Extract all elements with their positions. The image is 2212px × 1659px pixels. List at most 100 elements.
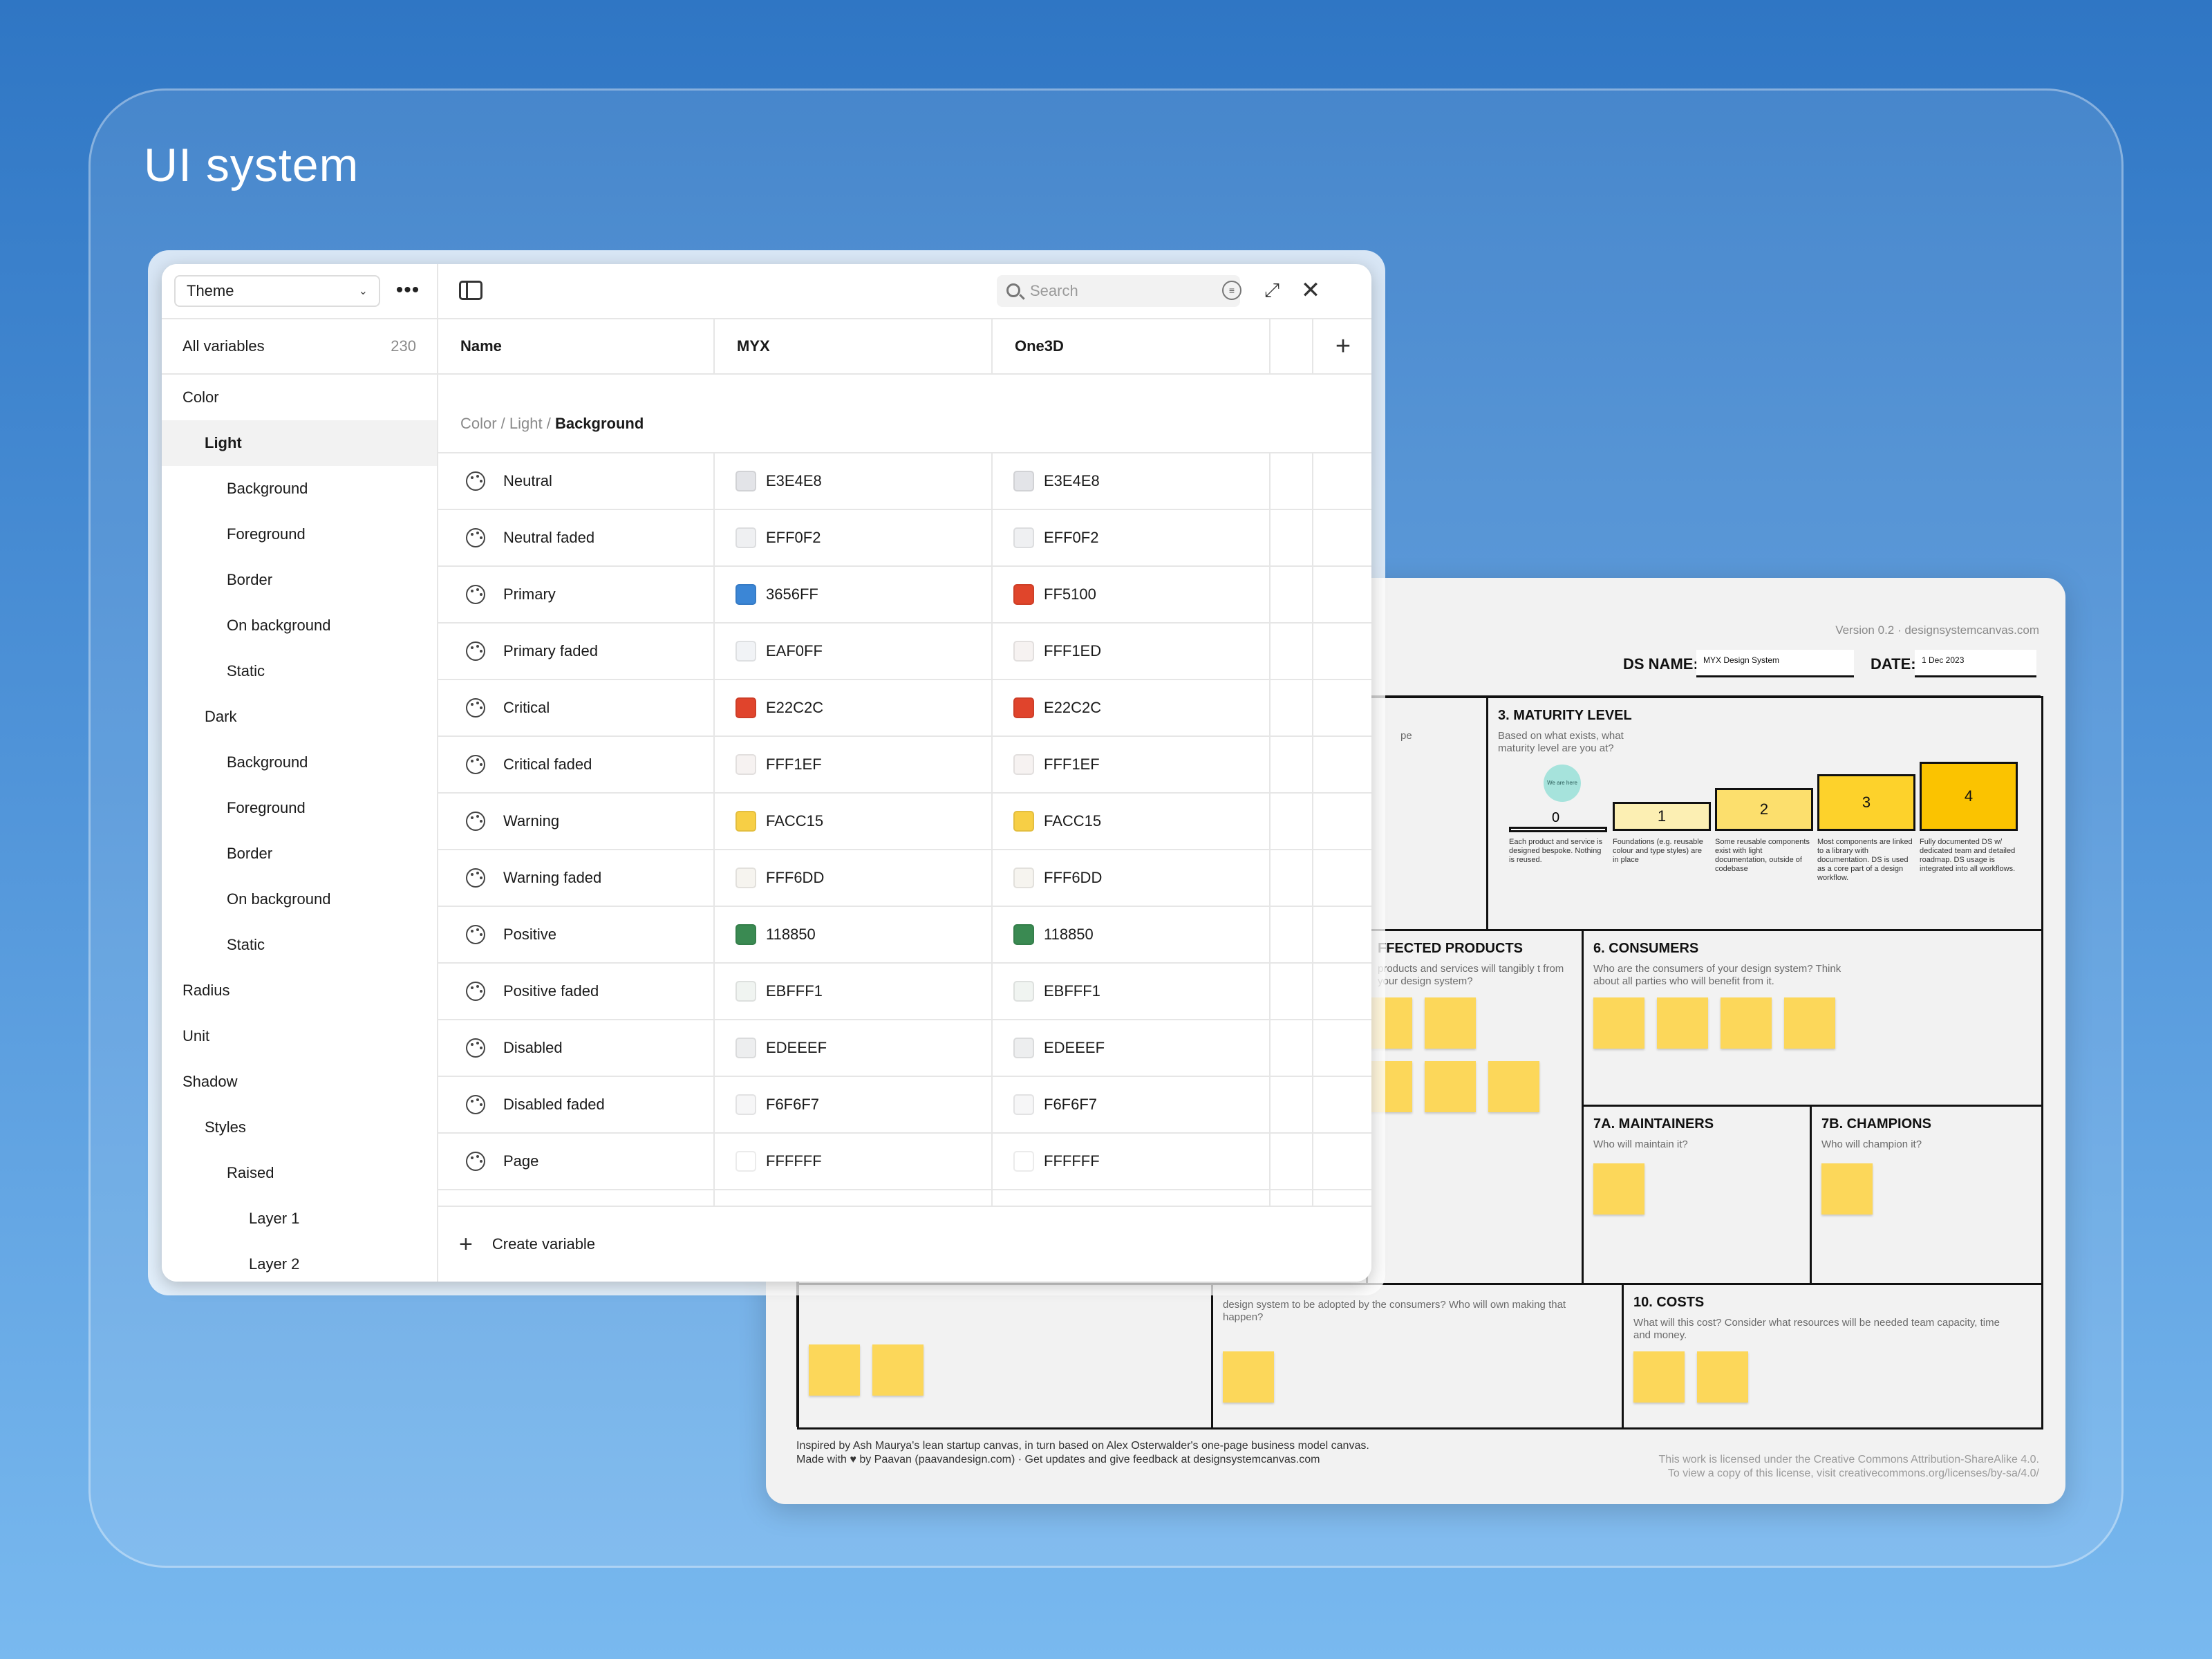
color-swatch[interactable] [1013,471,1034,491]
tree-item[interactable]: Border [162,557,437,603]
variable-row[interactable]: Warning FACC15 FACC15 [438,794,1371,850]
tree-item[interactable]: Unit [162,1013,437,1059]
search-input[interactable]: Search [997,275,1240,307]
color-swatch[interactable] [1013,1151,1034,1172]
color-swatch[interactable] [1013,697,1034,718]
value-cell-mode-1[interactable]: 3656FF [715,567,993,622]
color-swatch[interactable] [735,584,756,605]
create-variable-button[interactable]: + Create variable [438,1206,1371,1282]
value-cell-mode-1[interactable]: EAF0FF [715,624,993,679]
variable-row[interactable]: Disabled EDEEEF EDEEEF [438,1020,1371,1077]
color-swatch[interactable] [1013,868,1034,888]
value-cell-mode-2[interactable]: 118850 [993,907,1271,962]
variable-row[interactable]: Page fadedFAFBFBFAFBFB [438,1190,1371,1206]
tree-item[interactable]: Foreground [162,512,437,557]
tree-item[interactable]: Static [162,648,437,694]
color-swatch[interactable] [735,1151,756,1172]
color-swatch[interactable] [1013,584,1034,605]
column-header-mode-1[interactable]: MYX [715,319,993,373]
variable-row[interactable]: Disabled faded F6F6F7 F6F6F7 [438,1077,1371,1134]
value-cell-mode-1[interactable]: FFFFFF [715,1134,993,1189]
variable-row[interactable]: Critical E22C2C E22C2C [438,680,1371,737]
variable-name-cell[interactable]: Disabled [438,1020,715,1076]
tree-item[interactable]: Color [162,375,437,420]
variable-row[interactable]: Neutral E3E4E8 E3E4E8 [438,453,1371,510]
value-cell-mode-2[interactable]: EFF0F2 [993,510,1271,565]
variable-name-cell[interactable]: Warning [438,794,715,849]
value-cell-mode-2[interactable]: E22C2C [993,680,1271,735]
value-cell-mode-1[interactable]: E22C2C [715,680,993,735]
variable-row[interactable]: Positive faded EBFFF1 EBFFF1 [438,964,1371,1020]
color-swatch[interactable] [1013,811,1034,832]
value-cell-mode-2[interactable]: E3E4E8 [993,453,1271,509]
variable-name-cell[interactable]: Primary [438,567,715,622]
value-cell-mode-1[interactable]: E3E4E8 [715,453,993,509]
color-swatch[interactable] [1013,1038,1034,1058]
more-options-icon[interactable]: ••• [395,279,420,301]
column-header-mode-2[interactable]: One3D [993,319,1271,373]
color-swatch[interactable] [735,641,756,662]
variable-name-cell[interactable]: Critical [438,680,715,735]
variable-row[interactable]: Positive 118850 118850 [438,907,1371,964]
value-cell-mode-1[interactable]: EFF0F2 [715,510,993,565]
value-cell-mode-2[interactable]: FFF1EF [993,737,1271,792]
variable-name-cell[interactable]: Primary faded [438,624,715,679]
variable-name-cell[interactable]: Positive [438,907,715,962]
variable-name-cell[interactable]: Positive faded [438,964,715,1019]
color-swatch[interactable] [1013,981,1034,1002]
value-cell-mode-2[interactable]: F6F6F7 [993,1077,1271,1132]
value-cell-mode-2[interactable]: FAFBFB [993,1190,1271,1206]
value-cell-mode-2[interactable]: EDEEEF [993,1020,1271,1076]
tree-item[interactable]: Styles [162,1105,437,1150]
color-swatch[interactable] [735,527,756,548]
variable-name-cell[interactable]: Critical faded [438,737,715,792]
color-swatch[interactable] [735,1038,756,1058]
close-icon[interactable]: ✕ [1300,277,1321,303]
color-swatch[interactable] [735,754,756,775]
variable-row[interactable]: Page FFFFFF FFFFFF [438,1134,1371,1190]
value-cell-mode-1[interactable]: 118850 [715,907,993,962]
tree-item[interactable]: Layer 2 [162,1241,437,1282]
color-swatch[interactable] [735,981,756,1002]
variable-name-cell[interactable]: Page faded [438,1190,715,1206]
tree-item[interactable]: Layer 1 [162,1196,437,1241]
variable-row[interactable]: Neutral faded EFF0F2 EFF0F2 [438,510,1371,567]
tree-item[interactable]: Background [162,740,437,785]
tree-item[interactable]: Background [162,466,437,512]
column-header-name[interactable]: Name [438,319,715,373]
color-swatch[interactable] [735,697,756,718]
value-cell-mode-1[interactable]: EBFFF1 [715,964,993,1019]
color-swatch[interactable] [1013,1094,1034,1115]
tree-item[interactable]: Border [162,831,437,877]
value-cell-mode-1[interactable]: EDEEEF [715,1020,993,1076]
value-cell-mode-2[interactable]: FFFFFF [993,1134,1271,1189]
value-cell-mode-2[interactable]: FFF6DD [993,850,1271,906]
tree-item[interactable]: Dark [162,694,437,740]
variable-row[interactable]: Critical faded FFF1EF FFF1EF [438,737,1371,794]
value-cell-mode-2[interactable]: FACC15 [993,794,1271,849]
color-swatch[interactable] [735,811,756,832]
value-cell-mode-1[interactable]: FFF1EF [715,737,993,792]
all-variables-item[interactable]: All variables 230 [162,318,437,375]
variable-row[interactable]: Primary 3656FF FF5100 [438,567,1371,624]
color-swatch[interactable] [1013,527,1034,548]
tree-item[interactable]: Light [162,420,437,466]
collection-select[interactable]: Theme ⌄ [174,275,380,307]
value-cell-mode-1[interactable]: F6F6F7 [715,1077,993,1132]
value-cell-mode-2[interactable]: FF5100 [993,567,1271,622]
variable-name-cell[interactable]: Neutral [438,453,715,509]
tree-item[interactable]: Radius [162,968,437,1013]
color-swatch[interactable] [735,868,756,888]
variable-row[interactable]: Primary faded EAF0FF FFF1ED [438,624,1371,680]
color-swatch[interactable] [735,471,756,491]
variable-name-cell[interactable]: Warning faded [438,850,715,906]
value-cell-mode-2[interactable]: FFF1ED [993,624,1271,679]
color-swatch[interactable] [735,924,756,945]
color-swatch[interactable] [1013,924,1034,945]
value-cell-mode-2[interactable]: EBFFF1 [993,964,1271,1019]
value-cell-mode-1[interactable]: FACC15 [715,794,993,849]
value-cell-mode-1[interactable]: FAFBFB [715,1190,993,1206]
filter-icon[interactable]: ≡ [1222,281,1241,300]
tree-item[interactable]: Foreground [162,785,437,831]
variable-name-cell[interactable]: Neutral faded [438,510,715,565]
